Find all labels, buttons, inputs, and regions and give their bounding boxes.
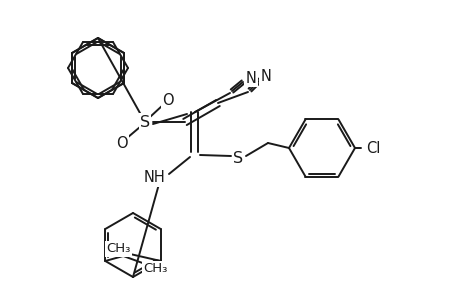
Text: CH₃: CH₃ [143, 262, 167, 275]
Text: O: O [162, 92, 174, 107]
Text: N: N [245, 70, 256, 86]
Text: N: N [260, 68, 271, 83]
Text: NH: NH [144, 170, 166, 185]
Text: O: O [116, 136, 128, 151]
Text: S: S [232, 151, 242, 166]
Text: CH₃: CH₃ [106, 242, 131, 256]
Text: Cl: Cl [365, 140, 379, 155]
Text: S: S [140, 115, 150, 130]
